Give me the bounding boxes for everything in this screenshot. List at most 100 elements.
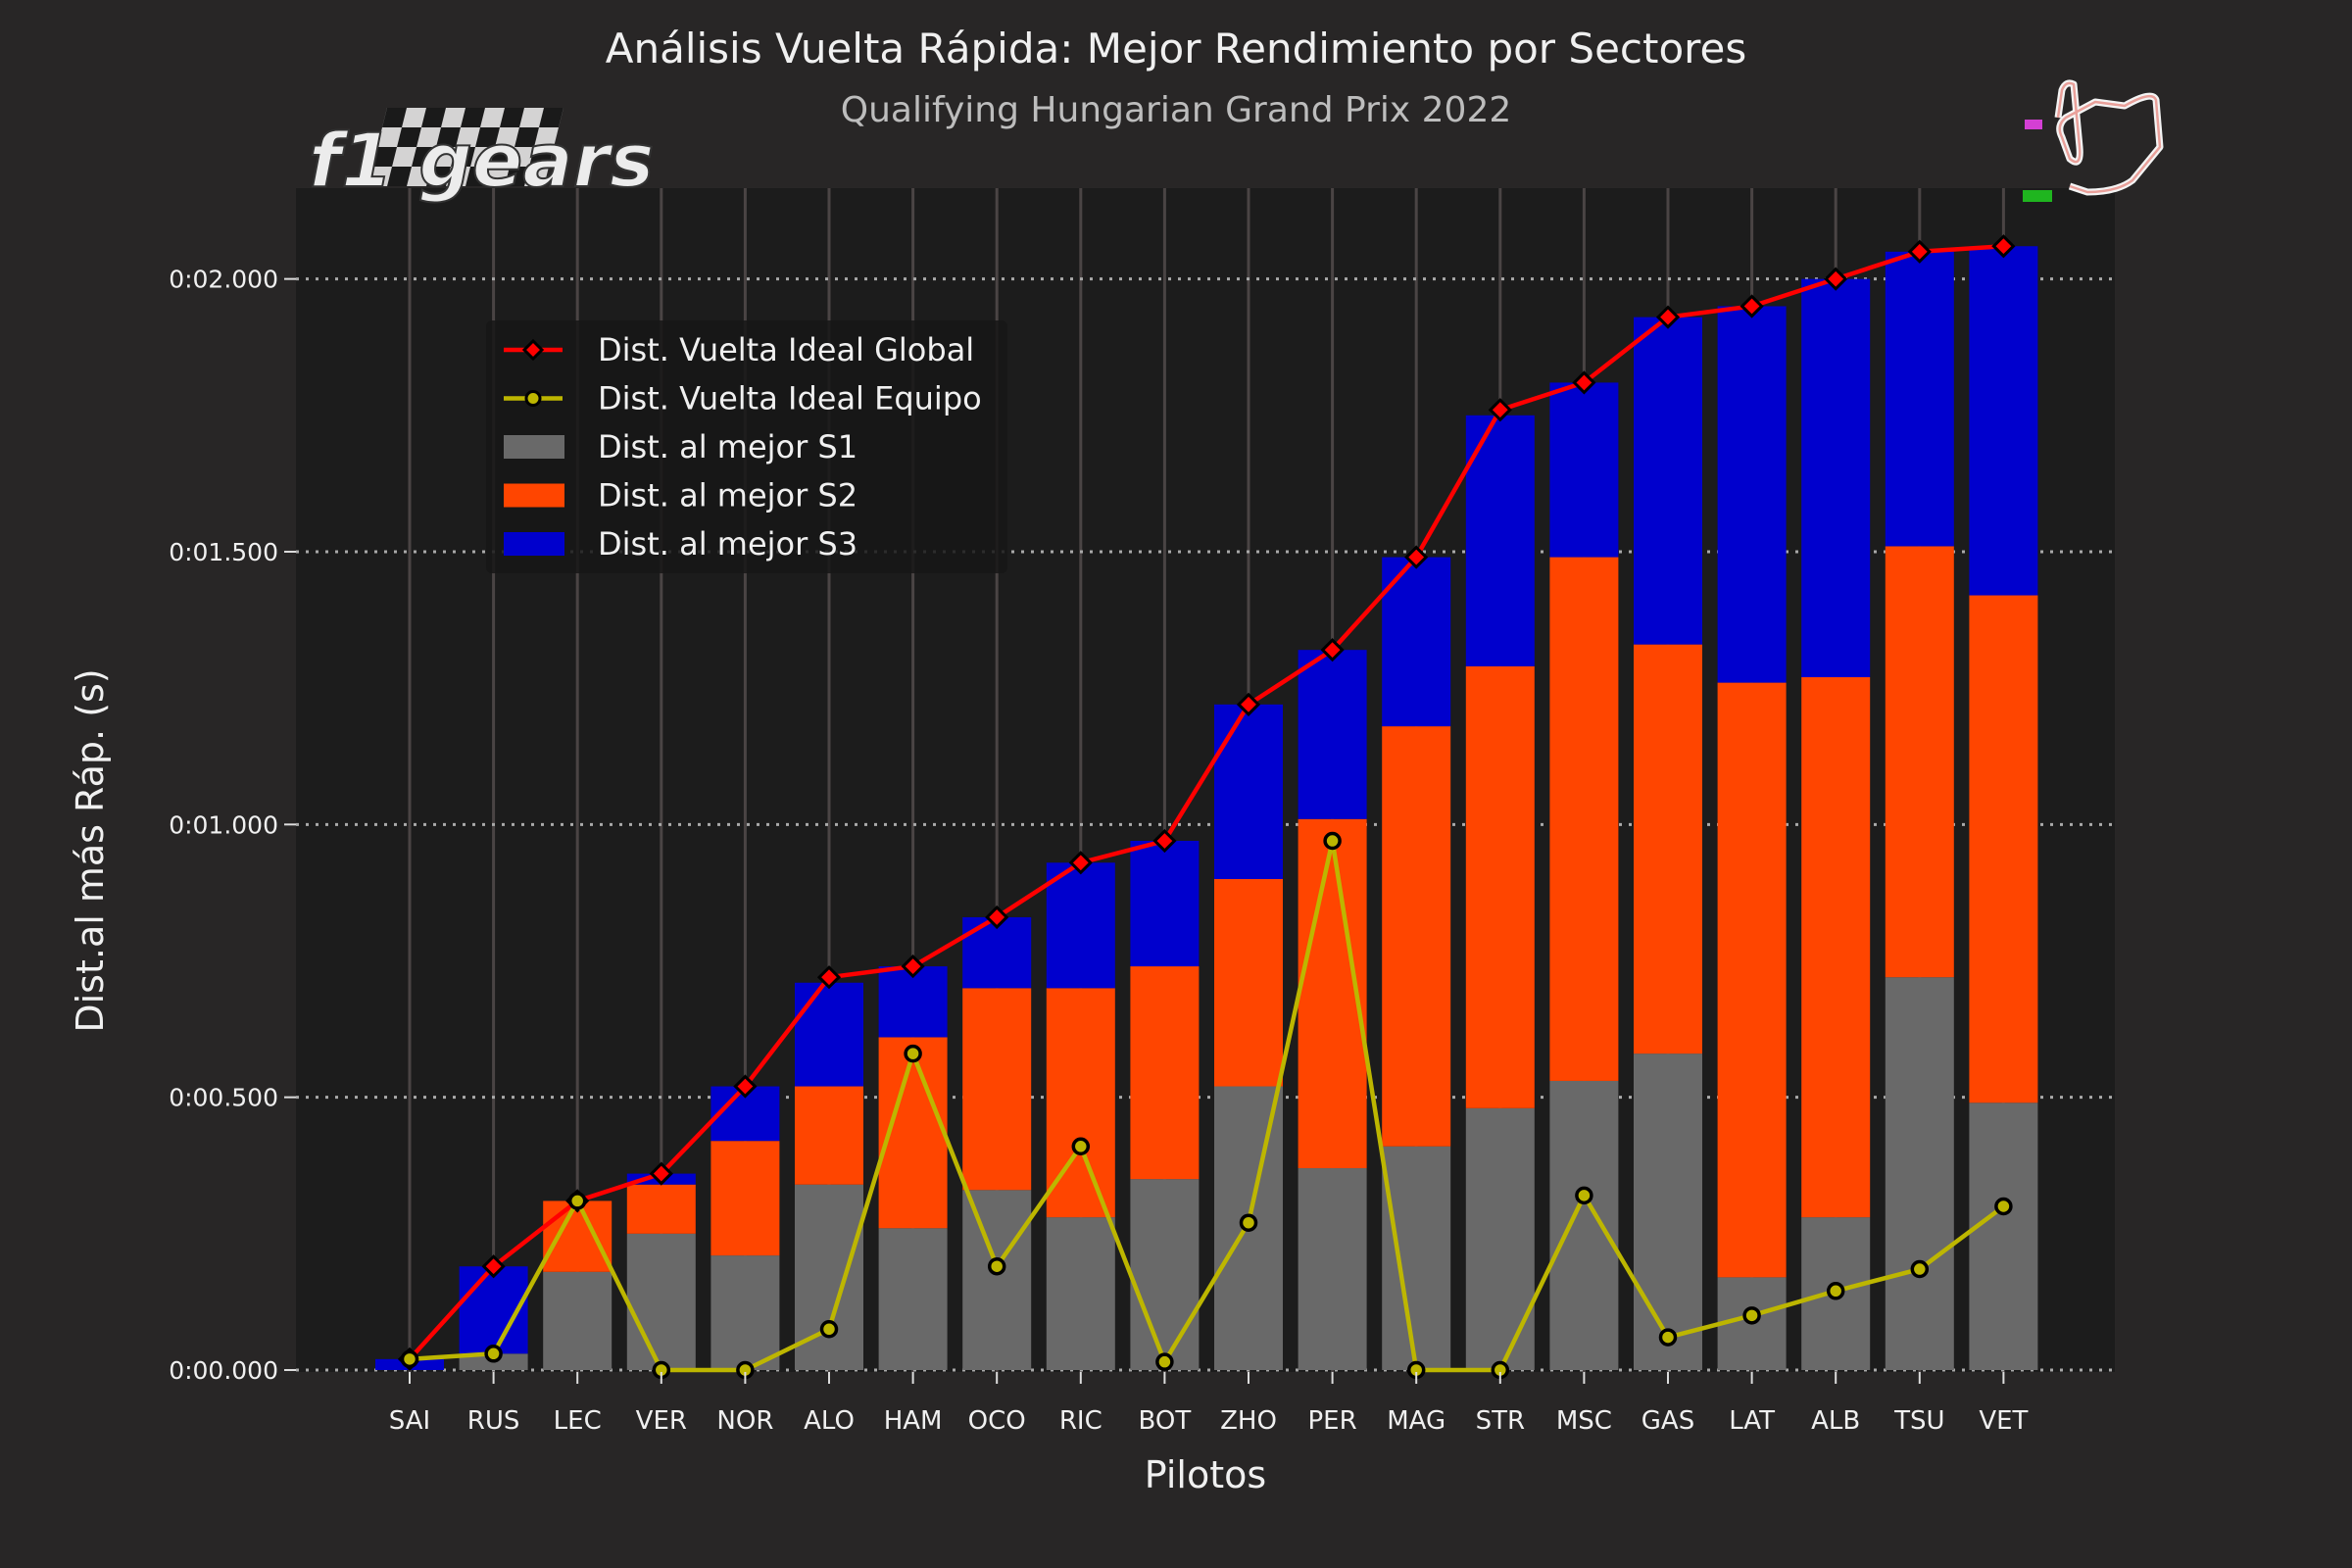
legend-label: Dist. Vuelta Ideal Equipo: [598, 380, 982, 417]
point-ideal-global-oco: [985, 905, 1009, 930]
point-ideal-team-ric: [1071, 1137, 1091, 1156]
legend-label: Dist. al mejor S3: [598, 525, 858, 563]
point-ideal-global-str: [1488, 398, 1512, 422]
x-tick-label-mag: MAG: [1387, 1406, 1446, 1436]
bar-s1-oco: [962, 1190, 1032, 1370]
point-ideal-team-lec: [567, 1192, 587, 1210]
point-ideal-team-tsu: [1910, 1259, 1930, 1279]
bar-s3-tsu: [1885, 251, 1954, 547]
f1gears-logo: f1 gears: [308, 108, 655, 205]
x-tick-label-bot: BOT: [1139, 1406, 1192, 1436]
point-ideal-team-msc: [1575, 1186, 1593, 1205]
x-tick-label-nor: NOR: [716, 1406, 773, 1436]
chart-subtitle: Qualifying Hungarian Grand Prix 2022: [841, 90, 1512, 130]
x-tick-label-alb: ALB: [1811, 1406, 1860, 1436]
point-ideal-team-oco: [987, 1256, 1006, 1276]
bar-s3-ric: [1046, 862, 1115, 989]
legend-item: Dist. al mejor S1: [504, 428, 858, 466]
legend-marker: [524, 390, 542, 407]
x-tick-label-sai: SAI: [389, 1406, 430, 1436]
y-tick-label: 0:01.500: [169, 538, 278, 566]
x-tick-label-vet: VET: [1979, 1406, 2028, 1436]
point-ideal-global-ham: [901, 954, 925, 979]
bar-s1-msc: [1549, 1080, 1619, 1370]
point-ideal-global-lat: [1740, 294, 1764, 318]
bar-s2-alb: [1801, 677, 1871, 1218]
legend-item: Dist. Vuelta Ideal Global: [504, 331, 974, 368]
bar-s3-zho: [1214, 704, 1283, 879]
line-ideal-global: [408, 243, 2004, 1361]
point-ideal-team-bot: [1155, 1352, 1174, 1371]
bar-s2-str: [1465, 665, 1535, 1108]
y-tick-label: 0:02.000: [169, 266, 278, 294]
point-ideal-team-gas: [1658, 1328, 1678, 1347]
bar-s1-bot: [1130, 1179, 1200, 1370]
legend-bar-swatch: [504, 435, 564, 459]
bar-s1-ric: [1046, 1217, 1115, 1370]
bar-s1-vet: [1969, 1102, 2038, 1370]
point-ideal-global-ver: [649, 1161, 673, 1186]
bar-s3-msc: [1549, 382, 1619, 558]
bar-s3-per: [1298, 650, 1367, 819]
point-ideal-global-per: [1320, 638, 1345, 662]
bar-s1-tsu: [1885, 977, 1954, 1370]
point-ideal-global-bot: [1152, 828, 1177, 854]
point-ideal-global-nor: [733, 1074, 758, 1099]
point-ideal-global-alb: [1824, 267, 1848, 291]
bar-s2-tsu: [1885, 546, 1954, 978]
bar-s1-str: [1465, 1107, 1535, 1370]
bar-s3-gas: [1634, 317, 1702, 645]
x-tick-label-ver: VER: [636, 1406, 687, 1436]
x-axis: SAI RUS LEC VER NOR ALO HAM OCO RIC BOT ZHO PER MAG S…: [389, 1372, 2029, 1436]
y-axis: 0:00.000 0:00.500 0:01.000 0:01.500 0:02.000: [169, 266, 296, 1385]
bar-s2-gas: [1634, 644, 1702, 1054]
point-ideal-team-lat: [1742, 1306, 1761, 1325]
line-series: [397, 234, 2016, 1380]
legend-label: Dist. al mejor S1: [598, 428, 858, 466]
point-ideal-team-ham: [904, 1044, 922, 1063]
point-ideal-global-ric: [1068, 851, 1093, 875]
logo-text: f1 gears: [309, 117, 654, 204]
point-ideal-team-rus: [484, 1345, 503, 1363]
x-tick-label-rus: RUS: [467, 1406, 520, 1436]
bar-s2-mag: [1382, 726, 1451, 1147]
legend-item: Dist. al mejor S3: [504, 525, 858, 563]
bar-s2-nor: [710, 1141, 780, 1256]
point-ideal-global-tsu: [1907, 239, 1932, 264]
line-ideal-team: [409, 838, 2005, 1373]
bar-s3-alo: [795, 982, 863, 1087]
point-ideal-global-rus: [481, 1254, 506, 1279]
point-ideal-team-alo: [819, 1319, 839, 1339]
point-ideal-team-zho: [1239, 1213, 1258, 1232]
bar-s3-bot: [1130, 841, 1200, 967]
x-tick-label-lat: LAT: [1729, 1406, 1775, 1436]
x-tick-label-gas: GAS: [1642, 1406, 1694, 1436]
legend-marker: [521, 338, 545, 362]
bar-s1-ham: [878, 1228, 948, 1370]
bar-s2-lat: [1717, 682, 1787, 1278]
legend-label: Dist. Vuelta Ideal Global: [598, 331, 974, 368]
point-ideal-team-per: [1323, 831, 1342, 851]
point-ideal-team-vet: [1994, 1197, 2013, 1216]
x-tick-label-str: STR: [1476, 1406, 1525, 1436]
bar-s1-per: [1298, 1168, 1367, 1370]
x-tick-label-lec: LEC: [554, 1406, 602, 1436]
point-ideal-global-vet: [1991, 234, 2016, 259]
legend-item: Dist. Vuelta Ideal Equipo: [504, 380, 982, 417]
legend: Dist. Vuelta Ideal Global Dist. Vuelta Id…: [486, 320, 1007, 573]
point-ideal-global-mag: [1404, 545, 1429, 569]
y-tick-label: 0:00.500: [169, 1084, 278, 1112]
point-ideal-team-sai: [400, 1349, 419, 1369]
point-ideal-team-alb: [1826, 1282, 1845, 1300]
bar-s3-lat: [1717, 306, 1787, 683]
x-tick-label-alo: ALO: [804, 1406, 855, 1436]
y-tick-label: 0:00.000: [169, 1356, 278, 1385]
legend-bar-swatch: [504, 532, 564, 556]
bar-s1-gas: [1634, 1054, 1702, 1370]
legend-label: Dist. al mejor S2: [598, 477, 858, 514]
hungaroring-track-icon: [2023, 79, 2164, 202]
bar-s1-lec: [543, 1271, 612, 1370]
y-axis-label: Dist.al más Ráp. (s): [69, 668, 112, 1032]
bar-s2-zho: [1214, 878, 1283, 1087]
point-ideal-global-zho: [1236, 692, 1261, 716]
